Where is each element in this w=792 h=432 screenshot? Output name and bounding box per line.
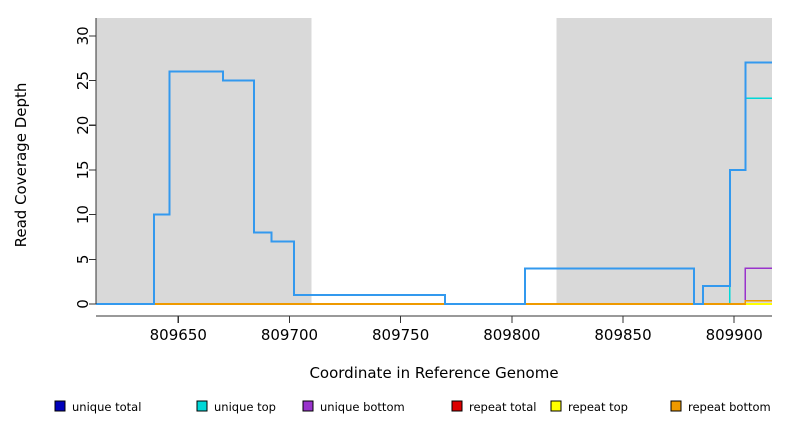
shaded-band-repeat-region-left	[96, 18, 312, 304]
y-tick-label: 30	[74, 26, 92, 45]
x-axis-title: Coordinate in Reference Genome	[309, 364, 558, 382]
y-tick-label: 15	[74, 160, 92, 179]
x-tick-label: 809700	[261, 326, 318, 344]
series-all-total	[96, 61, 772, 305]
legend-label-unique-bottom: unique bottom	[320, 400, 405, 414]
legend-swatch-unique-total	[54, 400, 66, 412]
tick-labels-group: 0 5 10 15 20 25 30 809650 809700 809750 809800 8098…	[74, 26, 763, 344]
legend-label-unique-top: unique top	[214, 400, 276, 414]
x-tick-label: 809900	[706, 326, 763, 344]
legend-swatch-unique-bottom	[302, 400, 314, 412]
y-tick-label: 20	[74, 116, 92, 135]
x-tick-label: 809750	[372, 326, 429, 344]
x-tick-label: 809800	[483, 326, 540, 344]
y-tick-label: 25	[74, 71, 92, 90]
legend: unique total unique top unique bottom repea…	[54, 400, 771, 414]
y-tick-label: 0	[74, 299, 92, 309]
legend-swatch-unique-top	[196, 400, 208, 412]
x-tick-label: 809650	[150, 326, 207, 344]
legend-swatch-repeat-total	[451, 400, 463, 412]
legend-swatch-repeat-top	[550, 400, 562, 412]
shaded-band-repeat-region-right	[556, 18, 772, 304]
legend-label-repeat-total: repeat total	[469, 400, 536, 414]
legend-label-unique-total: unique total	[72, 400, 141, 414]
x-tick-label: 809850	[594, 326, 651, 344]
shaded-bands-group	[96, 18, 772, 304]
series-group	[96, 61, 772, 305]
legend-swatch-repeat-bottom	[670, 400, 682, 412]
legend-label-repeat-bottom: repeat bottom	[688, 400, 771, 414]
legend-label-repeat-top: repeat top	[568, 400, 628, 414]
axes-group	[89, 18, 772, 323]
y-tick-label: 10	[74, 205, 92, 224]
y-tick-label: 5	[74, 255, 92, 265]
series-repeat-bottom	[96, 300, 772, 305]
y-axis-title: Read Coverage Depth	[12, 83, 30, 248]
